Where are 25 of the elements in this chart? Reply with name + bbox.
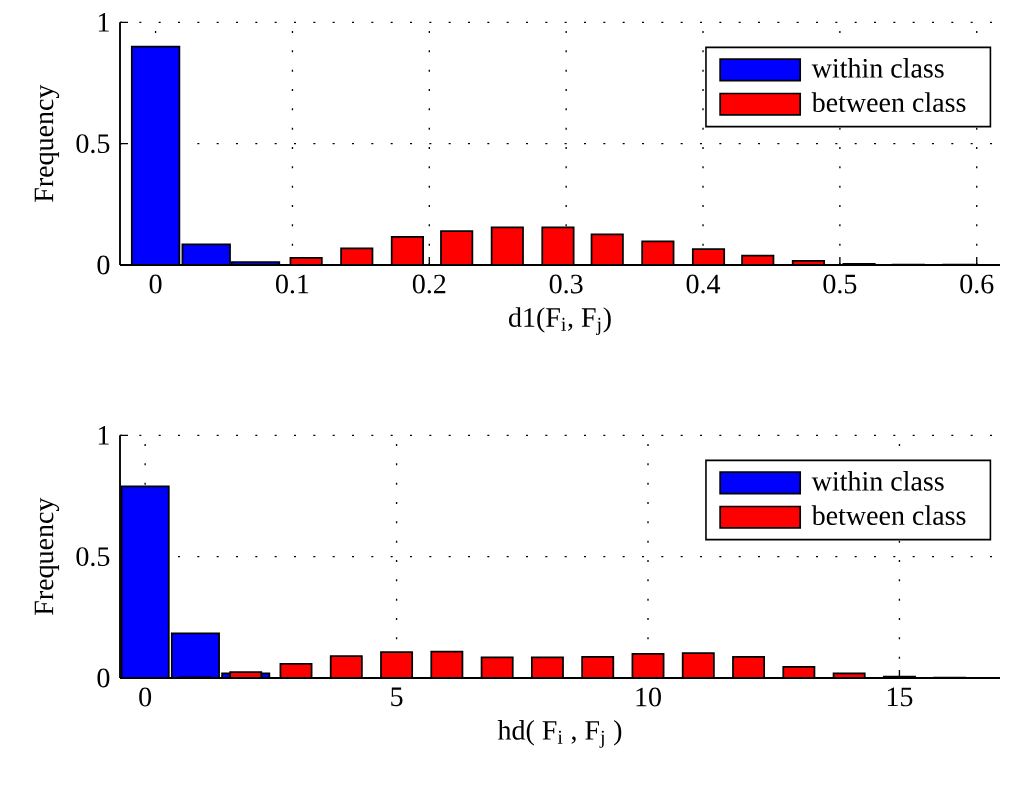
x-axis-title: d1(F$_{i}$, F$_{j}$) (509, 307, 611, 335)
legend-label: between class (811, 505, 966, 526)
x-tick-label: 0.4 (686, 274, 721, 294)
x-tick-label: 0.1 (276, 274, 309, 294)
x-tick-label: 0.2 (412, 274, 446, 294)
y-tick-label: 0 (97, 668, 110, 688)
legend-label: between class (811, 92, 966, 113)
x-tick-label: 0 (139, 687, 152, 707)
y-tick-label: 0.5 (76, 134, 110, 154)
legend-label: within class (811, 471, 944, 491)
y-axis-title: Frequency (34, 84, 60, 202)
y-tick-label: 0.5 (76, 547, 110, 567)
x-tick-label: 0 (149, 274, 162, 294)
x-tick-label: 15 (887, 687, 913, 707)
y-axis-title: Frequency (34, 497, 60, 615)
y-tick-label: 0 (97, 255, 110, 275)
x-tick-label: 0.3 (549, 274, 583, 294)
x-tick-label: 10 (636, 687, 661, 707)
x-axis-title: hd( F$_{i}$ , F$_{j}$ ) (497, 720, 622, 748)
x-tick-label: 0.6 (960, 274, 994, 294)
x-tick-label: 0.5 (823, 274, 857, 294)
x-tick-label: 5 (391, 687, 403, 707)
y-tick-label: 1 (98, 13, 109, 32)
y-tick-label: 1 (98, 426, 109, 445)
legend-label: within class (811, 58, 944, 78)
